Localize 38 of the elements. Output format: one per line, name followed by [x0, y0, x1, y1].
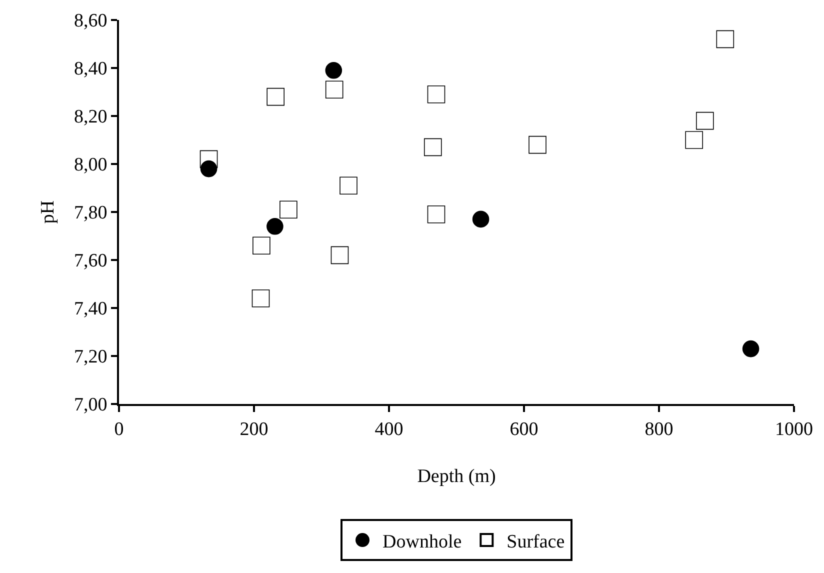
legend-label: Surface: [506, 531, 565, 552]
x-tick-label: 400: [374, 418, 404, 440]
point: [252, 290, 270, 308]
point: [280, 200, 298, 218]
point: [325, 62, 342, 79]
point: [252, 236, 270, 254]
point: [427, 86, 446, 104]
y-tick-label: 7,00: [74, 394, 108, 416]
point: [325, 80, 344, 98]
x-tick-label: 600: [510, 418, 538, 440]
point: [424, 138, 442, 156]
y-tick-label: 7,20: [74, 346, 108, 368]
point: [340, 176, 358, 194]
y-tick-label: 8,00: [74, 154, 108, 176]
legend-label: Downhole: [382, 531, 462, 552]
y-tick-label: 7,60: [74, 250, 108, 272]
point: [266, 88, 284, 106]
y-tick-label: 8,40: [74, 58, 108, 80]
x-axis-title: Depth (m): [417, 466, 496, 488]
point: [685, 131, 703, 149]
y-tick-label: 7,40: [74, 298, 108, 320]
point: [200, 160, 218, 178]
y-axis-title: pH: [37, 200, 58, 224]
point: [472, 210, 490, 228]
point: [696, 112, 714, 130]
y-tick-label: 8,20: [74, 106, 108, 128]
y-tick-label: 7,80: [74, 202, 108, 224]
point: [742, 340, 760, 358]
y-tick-label: 8,60: [74, 10, 108, 32]
x-tick-label: 0: [114, 418, 124, 440]
x-tick-label: 200: [240, 418, 268, 440]
point: [528, 136, 546, 154]
point: [330, 246, 349, 264]
x-tick-label: 800: [644, 418, 674, 440]
point: [266, 218, 284, 235]
point: [716, 30, 734, 48]
x-tick-label: 1000: [775, 418, 813, 440]
point: [427, 206, 446, 224]
